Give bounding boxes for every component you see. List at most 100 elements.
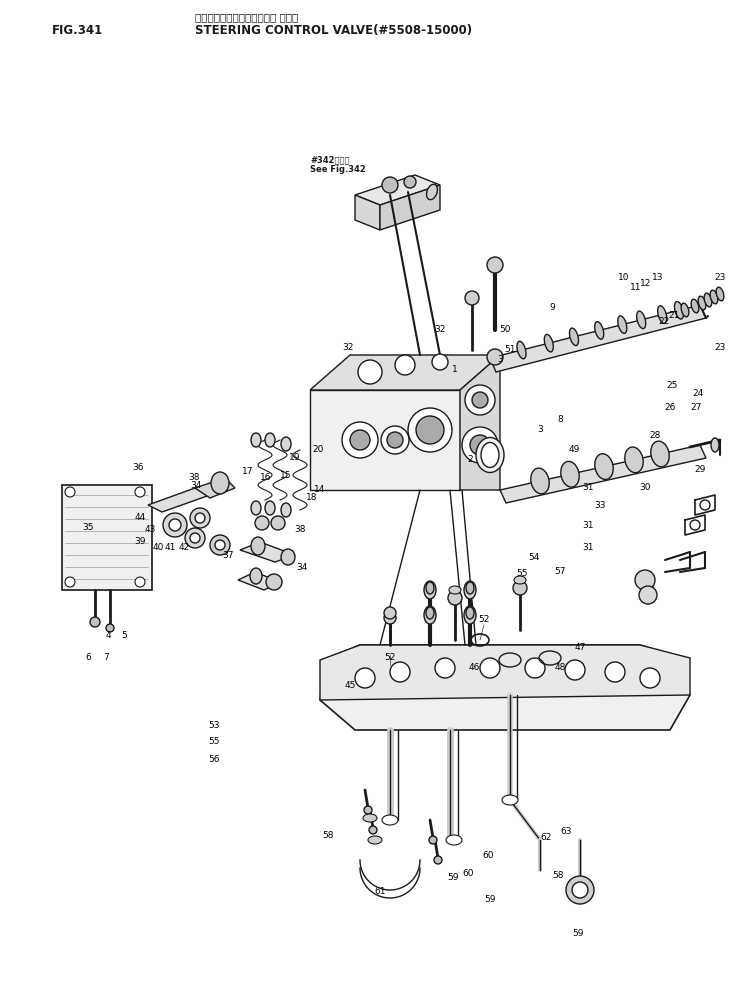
- Ellipse shape: [424, 606, 436, 624]
- Circle shape: [448, 591, 462, 605]
- Polygon shape: [355, 175, 440, 205]
- Ellipse shape: [517, 341, 526, 359]
- Text: 50: 50: [499, 325, 511, 334]
- Text: 32: 32: [435, 325, 446, 334]
- Text: #342図参照
See Fig.342: #342図参照 See Fig.342: [310, 155, 366, 174]
- Circle shape: [355, 668, 375, 688]
- Circle shape: [387, 432, 403, 448]
- Ellipse shape: [281, 437, 291, 451]
- Polygon shape: [320, 645, 690, 730]
- Ellipse shape: [595, 454, 613, 480]
- Polygon shape: [240, 542, 295, 562]
- Text: 27: 27: [690, 404, 702, 412]
- Text: 14: 14: [314, 486, 325, 494]
- Circle shape: [435, 658, 455, 678]
- Circle shape: [395, 355, 415, 375]
- Circle shape: [525, 658, 545, 678]
- Circle shape: [465, 385, 495, 415]
- Circle shape: [384, 612, 396, 624]
- Circle shape: [65, 577, 75, 587]
- Text: 51: 51: [504, 345, 516, 354]
- Text: 58: 58: [322, 832, 334, 841]
- Text: 60: 60: [482, 852, 494, 860]
- Ellipse shape: [464, 606, 476, 624]
- Text: 20: 20: [313, 445, 324, 455]
- Circle shape: [190, 508, 210, 528]
- Text: 5: 5: [121, 632, 127, 641]
- Text: 11: 11: [631, 284, 642, 293]
- Text: 29: 29: [694, 466, 705, 475]
- Polygon shape: [320, 645, 690, 700]
- Text: 4: 4: [105, 632, 111, 641]
- Text: 23: 23: [714, 274, 726, 283]
- Ellipse shape: [449, 586, 461, 594]
- Text: 57: 57: [554, 568, 565, 577]
- Text: 44: 44: [135, 513, 146, 522]
- Ellipse shape: [502, 795, 518, 805]
- Circle shape: [342, 422, 378, 458]
- Circle shape: [487, 349, 503, 365]
- Circle shape: [472, 392, 488, 408]
- Text: 52: 52: [478, 615, 490, 624]
- Circle shape: [369, 826, 377, 834]
- Circle shape: [169, 519, 181, 531]
- Polygon shape: [310, 355, 500, 390]
- Text: 24: 24: [693, 390, 704, 399]
- Text: 55: 55: [516, 570, 528, 579]
- Text: 58: 58: [552, 871, 564, 880]
- Ellipse shape: [251, 501, 261, 515]
- Circle shape: [639, 586, 657, 604]
- Ellipse shape: [466, 582, 474, 594]
- Text: 53: 53: [208, 722, 220, 731]
- Text: 13: 13: [652, 274, 663, 283]
- Text: 38: 38: [188, 474, 200, 483]
- Circle shape: [432, 354, 448, 370]
- Circle shape: [381, 426, 409, 454]
- Ellipse shape: [211, 472, 229, 494]
- Text: 34: 34: [296, 564, 307, 573]
- Ellipse shape: [569, 328, 578, 345]
- Ellipse shape: [464, 581, 476, 599]
- Polygon shape: [460, 355, 500, 490]
- Ellipse shape: [618, 315, 627, 333]
- Circle shape: [700, 500, 710, 510]
- Ellipse shape: [281, 549, 295, 565]
- Circle shape: [350, 430, 370, 450]
- Bar: [62, 485, 152, 590]
- Circle shape: [429, 836, 437, 844]
- Text: 17: 17: [242, 468, 254, 477]
- Ellipse shape: [426, 607, 434, 619]
- Ellipse shape: [704, 293, 712, 307]
- Text: 10: 10: [619, 274, 630, 283]
- Text: 42: 42: [178, 544, 190, 553]
- Text: 45: 45: [344, 681, 356, 690]
- Circle shape: [462, 427, 498, 463]
- Circle shape: [690, 520, 700, 530]
- Text: 40: 40: [153, 544, 164, 553]
- Text: ステアリング　コントロール バルブ: ステアリング コントロール バルブ: [195, 12, 298, 22]
- Text: 16: 16: [260, 474, 272, 483]
- Text: STEERING CONTROL VALVE(#5508-15000): STEERING CONTROL VALVE(#5508-15000): [195, 24, 472, 37]
- Text: 2: 2: [468, 456, 473, 465]
- Circle shape: [271, 516, 285, 530]
- Ellipse shape: [382, 815, 398, 825]
- Ellipse shape: [446, 835, 462, 845]
- Ellipse shape: [265, 433, 275, 447]
- Ellipse shape: [424, 581, 436, 599]
- Polygon shape: [500, 445, 706, 503]
- Ellipse shape: [251, 433, 261, 447]
- Text: 23: 23: [714, 343, 726, 352]
- Circle shape: [384, 607, 396, 619]
- Ellipse shape: [545, 334, 554, 352]
- Text: 60: 60: [462, 869, 473, 878]
- Circle shape: [605, 662, 625, 682]
- Text: 38: 38: [294, 525, 306, 534]
- Ellipse shape: [637, 312, 646, 328]
- Text: 34: 34: [190, 482, 202, 491]
- Ellipse shape: [691, 300, 699, 313]
- Circle shape: [364, 806, 372, 814]
- Text: 31: 31: [582, 484, 594, 493]
- Text: 49: 49: [568, 445, 580, 455]
- Text: 3: 3: [537, 425, 543, 434]
- Ellipse shape: [681, 304, 689, 316]
